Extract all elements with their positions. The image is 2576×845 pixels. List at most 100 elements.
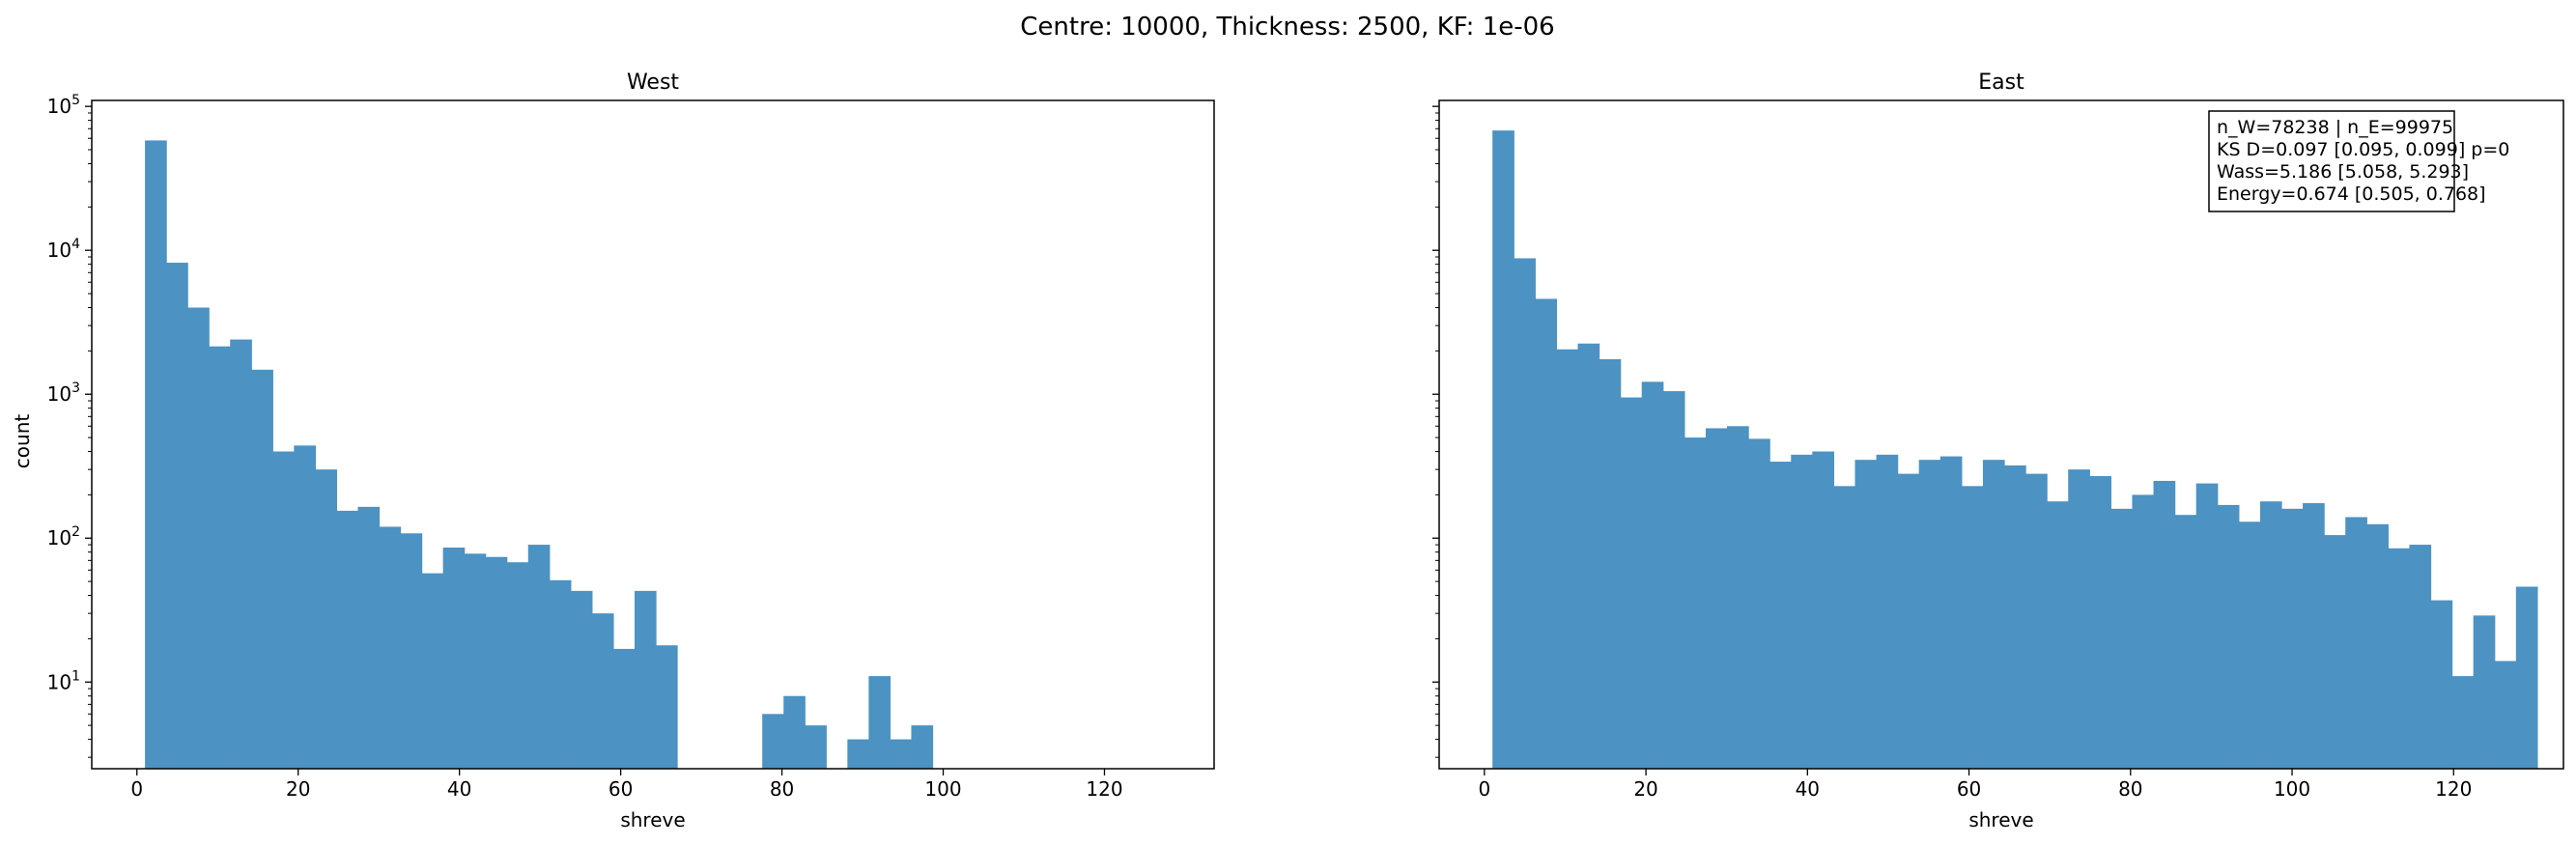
west-axes-frame — [91, 99, 1215, 770]
east-bar — [1662, 391, 1685, 769]
west-bar — [400, 533, 423, 769]
west-bar — [209, 346, 231, 769]
east-bar — [1599, 359, 1622, 769]
east-xtick-label: 20 — [1633, 777, 1657, 801]
west-bar — [634, 590, 657, 769]
west-bar — [612, 648, 636, 769]
west-bar — [868, 676, 892, 769]
west-bar — [805, 725, 827, 769]
east-bar — [1876, 454, 1899, 769]
east-bar — [1556, 349, 1579, 769]
east-bar — [2068, 469, 2090, 769]
east-bar — [2259, 501, 2282, 769]
west-bar — [187, 307, 210, 769]
west-bar — [251, 369, 273, 769]
east-bar — [1748, 438, 1770, 769]
west-ytick-label: 102 — [47, 524, 80, 549]
figure-suptitle: Centre: 10000, Thickness: 2500, KF: 1e-0… — [1020, 13, 1554, 42]
west-bar — [656, 645, 678, 769]
west-bar — [166, 263, 188, 769]
east-bar — [2047, 501, 2069, 769]
east-bar — [2409, 545, 2432, 769]
east-xtick-label: 100 — [2274, 777, 2310, 801]
east-bars — [1492, 130, 2538, 769]
west-bar — [230, 339, 252, 769]
east-bar — [1939, 456, 1963, 769]
west-bar — [485, 556, 508, 769]
east-bar — [1727, 426, 1749, 769]
east-bar — [1641, 381, 1664, 769]
west-bar — [464, 553, 487, 769]
east-bar — [1684, 437, 1707, 769]
west-title: West — [627, 70, 679, 95]
east-bar — [2217, 504, 2240, 769]
east-bar — [2345, 517, 2367, 769]
east-bar — [1514, 258, 1536, 769]
east-bar — [2324, 535, 2346, 769]
east-bar — [2025, 473, 2048, 769]
east-bar — [2473, 615, 2496, 769]
west-xtick-label: 40 — [447, 777, 471, 801]
west-bar — [357, 506, 381, 769]
east-bar — [2195, 483, 2219, 769]
panel-east: East shreve n_W=78238 | n_E=99975 KS D=0… — [1432, 70, 2564, 831]
stats-line-4: Energy=0.674 [0.505, 0.768] — [2217, 183, 2486, 205]
east-bar — [2388, 548, 2411, 769]
west-xtick-label: 20 — [286, 777, 310, 801]
west-xtick-label: 0 — [130, 777, 143, 801]
east-bar — [1791, 454, 1813, 769]
east-title: East — [1978, 70, 2024, 95]
east-xtick-label: 0 — [1478, 777, 1490, 801]
east-xlabel: shreve — [1968, 808, 2033, 831]
east-bar — [1620, 397, 1643, 769]
east-bar — [1492, 130, 1514, 769]
east-bar — [2089, 475, 2111, 769]
east-bar — [1577, 343, 1600, 769]
east-bar — [1961, 486, 1984, 769]
west-bar — [911, 725, 934, 769]
east-bar — [2110, 508, 2134, 769]
panel-west: West shreve count 0 20 40 60 80 100 120 101 102 1… — [11, 70, 1215, 831]
west-ytick-label: 103 — [47, 380, 80, 406]
west-xtick-label: 80 — [770, 777, 794, 801]
east-bar — [2451, 676, 2475, 769]
east-bar — [1833, 486, 1856, 769]
west-bar — [315, 469, 338, 769]
west-ytick-label: 101 — [47, 668, 80, 693]
west-bar — [294, 445, 316, 769]
east-bar — [2494, 661, 2517, 769]
west-bar — [527, 545, 551, 769]
west-ytick-label: 105 — [47, 93, 80, 118]
west-bar — [336, 510, 359, 769]
west-bar — [783, 695, 806, 769]
east-bar — [1535, 298, 1558, 769]
east-bar — [1918, 460, 1941, 769]
east-axes-frame — [1438, 99, 2564, 770]
east-bar — [2132, 494, 2155, 769]
west-xlabel: shreve — [620, 808, 685, 831]
west-bar — [762, 714, 784, 769]
east-xtick-label: 40 — [1796, 777, 1820, 801]
west-bars — [145, 140, 934, 769]
west-bar — [421, 573, 444, 769]
stats-annotation-box — [2208, 110, 2455, 212]
east-xtick-label: 120 — [2435, 777, 2472, 801]
east-bar — [1769, 462, 1792, 769]
east-bar — [2004, 465, 2026, 769]
west-xtick-label: 120 — [1086, 777, 1122, 801]
west-bar — [442, 548, 466, 769]
stats-line-2: KS D=0.097 [0.095, 0.099] p=0 — [2217, 139, 2509, 160]
west-bar — [272, 451, 295, 769]
west-ylabel: count — [11, 414, 34, 469]
west-bar — [506, 562, 529, 769]
east-bar — [1705, 428, 1728, 769]
east-bar — [2515, 586, 2538, 769]
east-bar — [2366, 523, 2389, 769]
west-bar — [591, 613, 614, 769]
east-bar — [1982, 460, 2005, 769]
east-bar — [2280, 508, 2304, 769]
east-bar — [2238, 521, 2261, 769]
stats-line-1: n_W=78238 | n_E=99975 — [2217, 117, 2453, 138]
east-bar — [2174, 515, 2197, 769]
